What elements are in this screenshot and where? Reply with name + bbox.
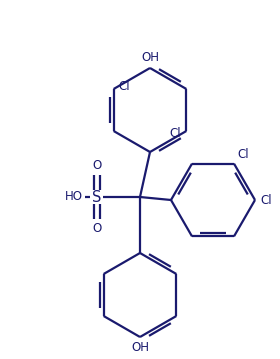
Text: Cl: Cl xyxy=(260,194,272,206)
Text: Cl: Cl xyxy=(119,80,130,93)
Text: O: O xyxy=(92,159,102,172)
Text: O: O xyxy=(92,222,102,235)
Text: Cl: Cl xyxy=(170,126,181,140)
Text: OH: OH xyxy=(141,51,159,64)
Text: HO: HO xyxy=(65,191,83,204)
Text: Cl: Cl xyxy=(237,148,249,160)
Text: OH: OH xyxy=(131,341,149,354)
Text: S: S xyxy=(92,190,102,205)
